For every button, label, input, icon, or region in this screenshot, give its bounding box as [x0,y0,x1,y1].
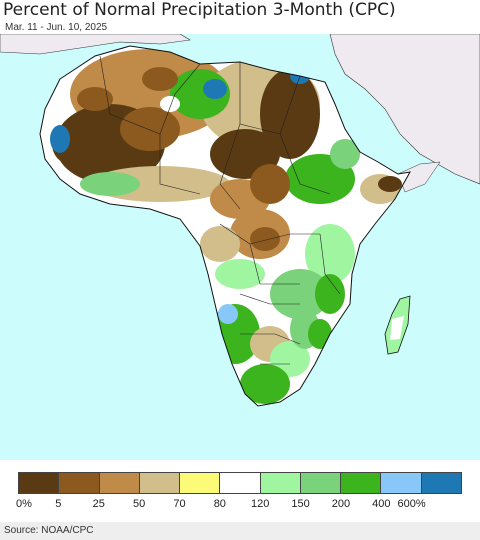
legend-label: 200 [331,498,351,510]
map-title: Percent of Normal Precipitation 3-Month … [3,0,396,20]
legend-swatch [300,473,342,493]
legend-label: 400 [372,498,391,510]
legend-swatch [421,473,461,493]
footer: Source: NOAA/CPC [0,522,480,540]
source-text: Source: NOAA/CPC [4,525,94,536]
legend-label: 5 [55,498,62,510]
europe-middle-east-land [329,34,480,185]
legend-swatch [260,473,301,493]
precipitation-map [0,34,480,460]
legend-label: 25 [92,498,105,510]
legend-label: 0% [16,498,32,510]
legend-swatch [381,473,422,493]
legend-swatch [19,473,60,493]
legend-label: 80 [213,498,226,510]
legend-swatch [139,473,181,493]
legend-label: 70 [173,498,186,510]
legend-label: 150 [291,498,310,510]
legend-swatch [180,473,221,493]
legend-swatch [59,473,100,493]
legend-label: 50 [132,498,146,510]
legend-colorbar [18,472,462,494]
legend-swatch [341,473,382,493]
legend-label: 600% [397,498,426,510]
legend-swatch [99,473,140,493]
date-range: Mar. 11 - Jun. 10, 2025 [5,22,108,33]
legend-swatch [220,473,261,493]
legend-label: 120 [250,498,270,510]
country-borders [99,55,341,365]
